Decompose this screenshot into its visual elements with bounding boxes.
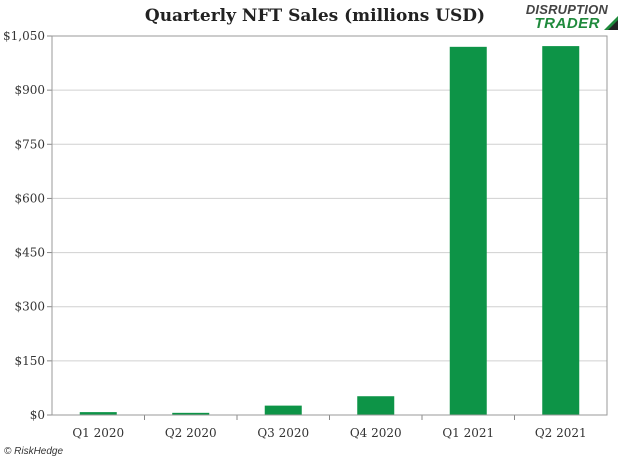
bars <box>79 46 580 416</box>
bar <box>79 412 117 415</box>
plot-border <box>51 35 608 416</box>
grid-lines <box>52 35 607 416</box>
y-tick-label: $300 <box>14 300 45 314</box>
disruption-trader-logo: DISRUPTION TRADER <box>504 2 622 34</box>
logo-line-2: TRADER <box>534 15 600 32</box>
x-tick-label: Q4 2020 <box>350 426 402 440</box>
bar <box>264 405 302 415</box>
x-tick-label: Q1 2021 <box>442 426 494 440</box>
y-tick-labels: $0 $150 $300 $450 $600 $750 $900 $1,050 <box>3 29 52 422</box>
x-tick-label: Q3 2020 <box>257 426 309 440</box>
y-tick-label: $150 <box>14 354 45 368</box>
x-tick-label: Q1 2020 <box>72 426 124 440</box>
chart-title: Quarterly NFT Sales (millions USD) <box>144 6 486 26</box>
y-tick-label: $600 <box>14 191 45 205</box>
y-tick-label: $900 <box>14 83 45 97</box>
logo-line-1: DISRUPTION <box>525 2 608 17</box>
y-tick-label: $450 <box>14 246 45 260</box>
x-tick-label: Q2 2021 <box>535 426 587 440</box>
bar <box>542 46 580 416</box>
y-tick-label: $1,050 <box>3 29 45 43</box>
x-tick-label: Q2 2020 <box>165 426 217 440</box>
plot-frame <box>51 35 608 416</box>
bar <box>357 396 395 415</box>
y-tick-label: $0 <box>30 408 45 422</box>
x-tick-labels: Q1 2020 Q2 2020 Q3 2020 Q4 2020 Q1 2021 Q2 20… <box>72 415 587 440</box>
copyright-credit: © RiskHedge <box>4 446 64 457</box>
arrow-icon <box>604 16 618 30</box>
bar <box>449 46 487 415</box>
y-tick-label: $750 <box>14 137 45 151</box>
bar <box>172 412 210 415</box>
